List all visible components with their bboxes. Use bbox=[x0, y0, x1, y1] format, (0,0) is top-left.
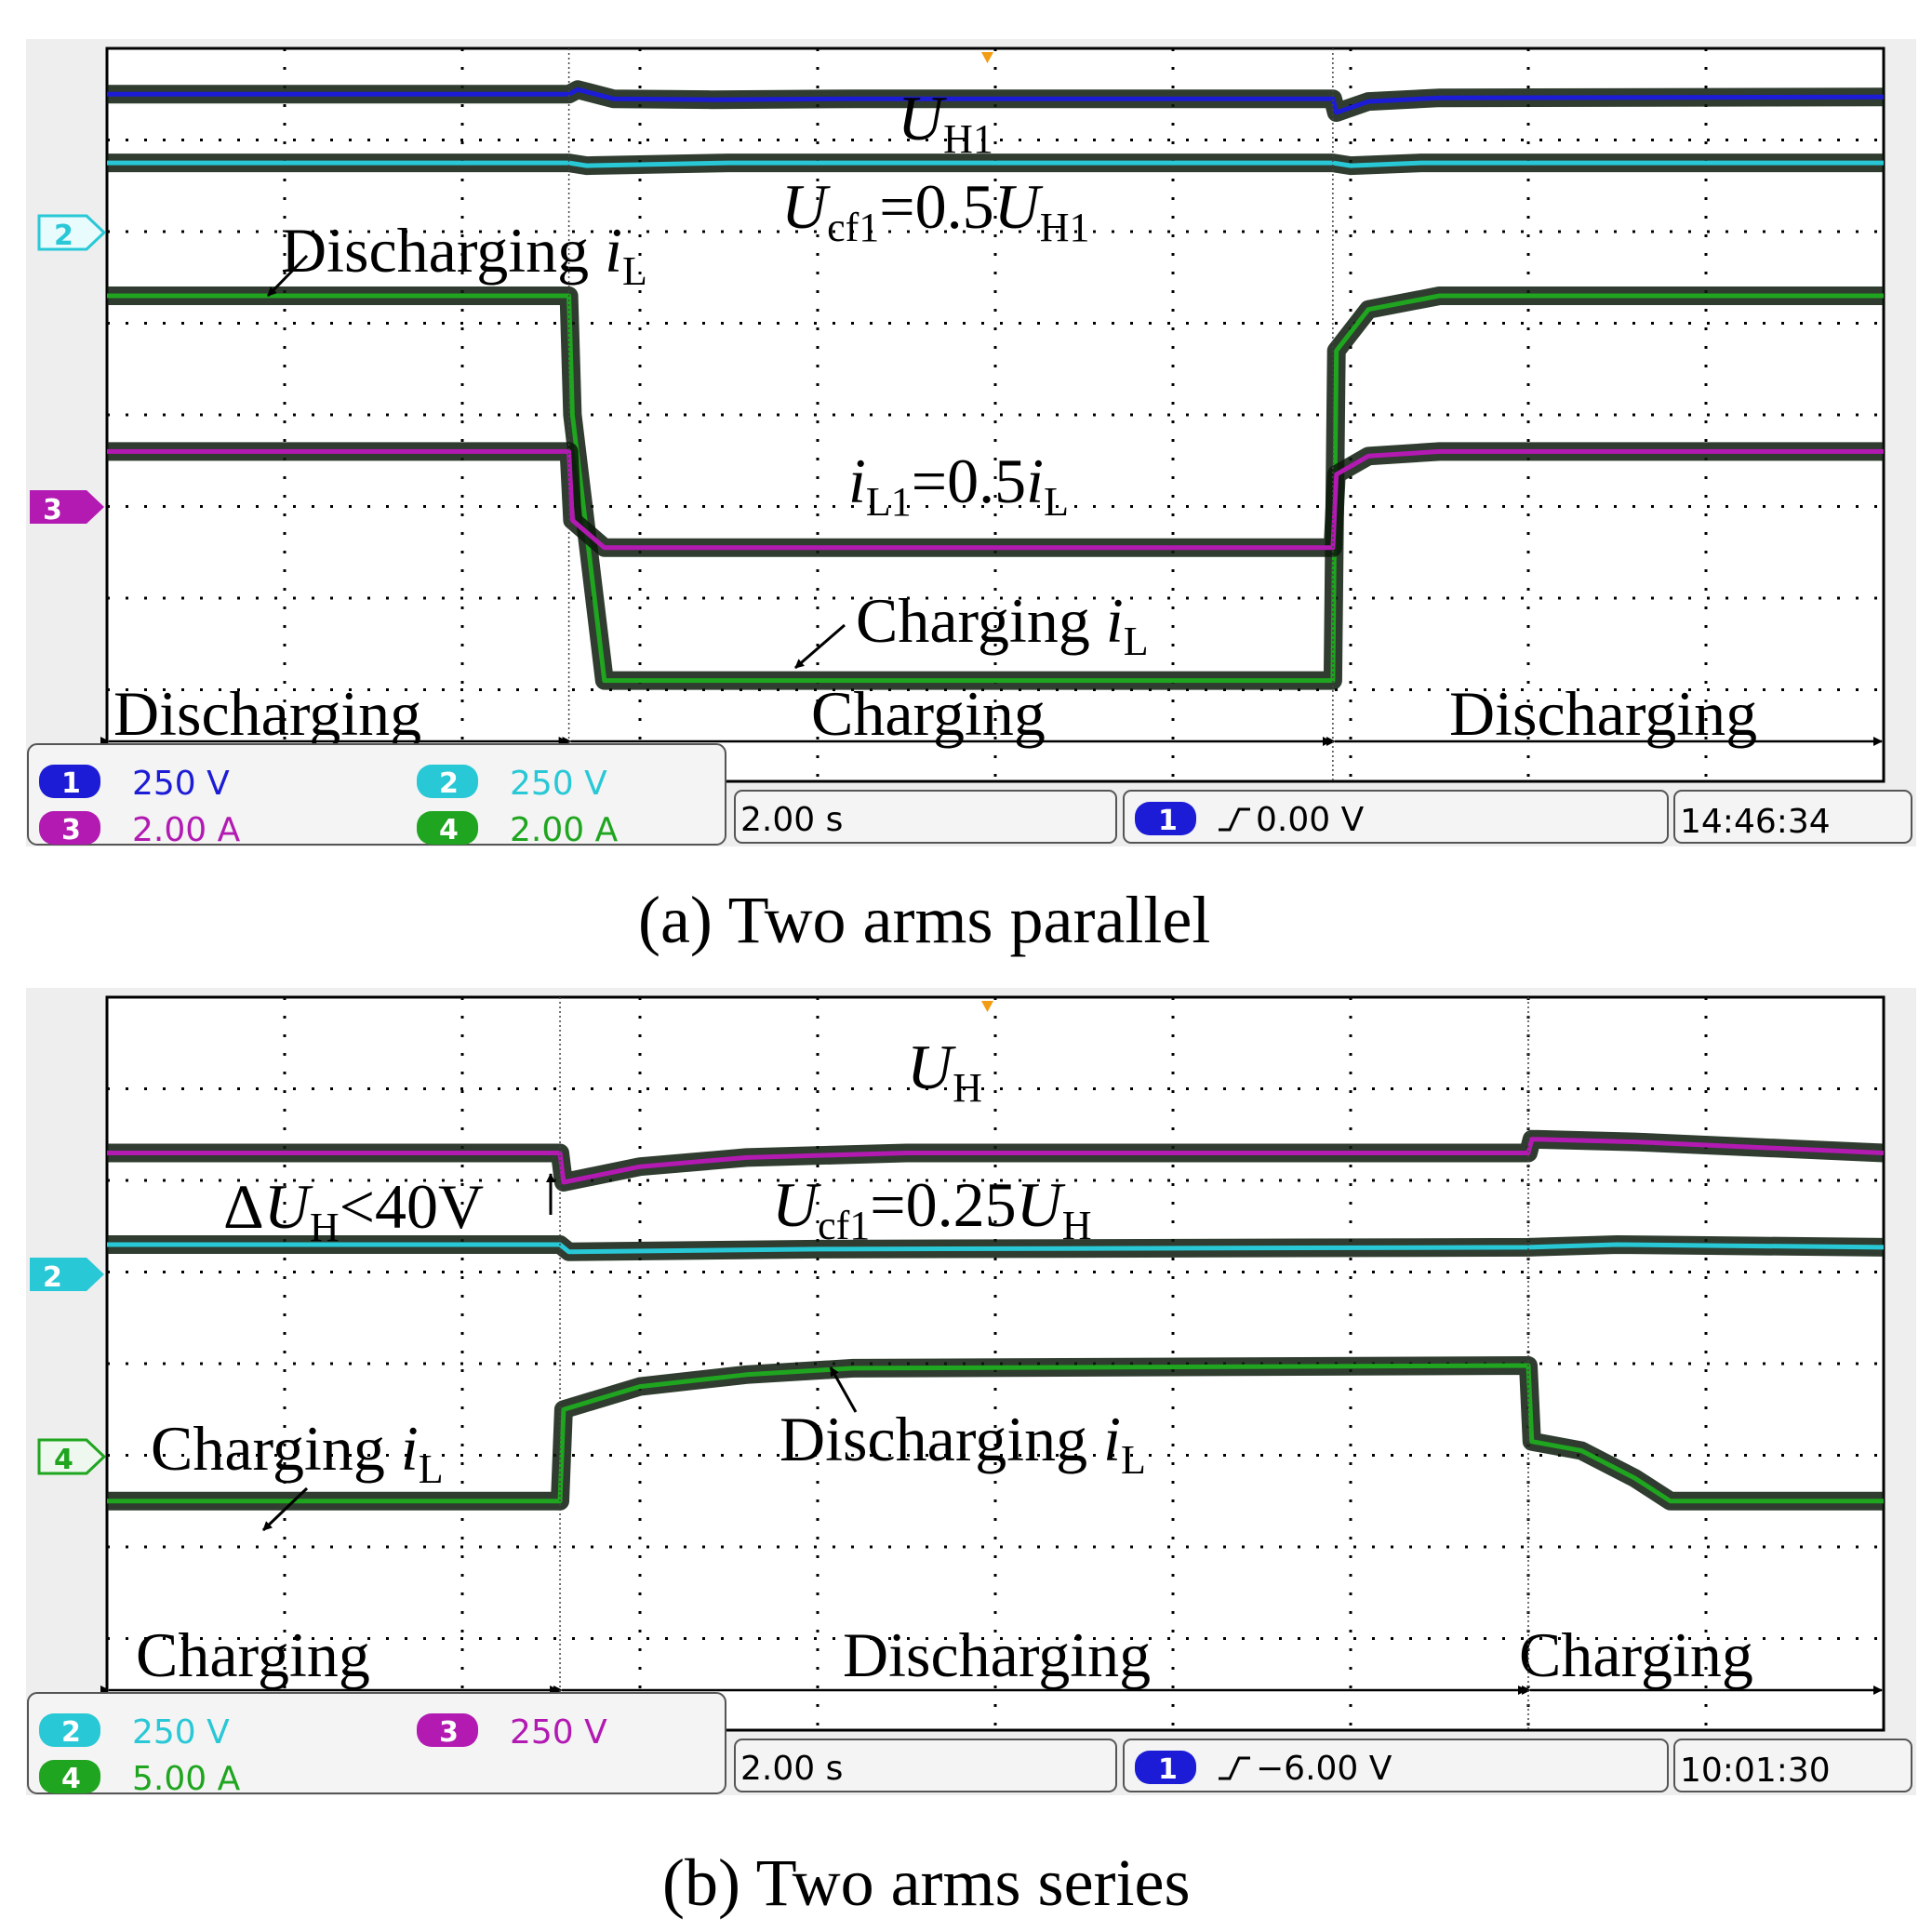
timebase-box bbox=[734, 790, 1117, 844]
phase-arrows bbox=[100, 997, 1883, 1730]
trigger-level: 0.00 V bbox=[1256, 801, 1365, 839]
phase-label: Discharging bbox=[1449, 678, 1757, 749]
annotation-discharging-il: Discharging iL bbox=[779, 1404, 1146, 1483]
channel-scale: 250 V bbox=[132, 765, 230, 803]
svg-text:2: 2 bbox=[54, 220, 73, 252]
channel-scale: 5.00 A bbox=[132, 1760, 241, 1798]
trace-u-h1 bbox=[107, 87, 1885, 115]
channel-chip-2 bbox=[417, 765, 478, 798]
clock-readout: 10:01:30 bbox=[1680, 1752, 1831, 1790]
trigger-edge-icon bbox=[1219, 807, 1250, 832]
ground-marker-ch3: 3 bbox=[30, 490, 104, 526]
panel-b: 2 4 UH ΔUH<40V Ucf1=0.25UH Charging iL D… bbox=[26, 988, 1916, 1920]
annotation-uh: UH bbox=[907, 1032, 982, 1111]
annotation-uh1: UH1 bbox=[898, 83, 993, 162]
trigger-box bbox=[1123, 1739, 1669, 1792]
timebase-readout: 2.00 s bbox=[740, 1750, 843, 1788]
annotation-ucf1: Ucf1=0.5UH1 bbox=[781, 171, 1090, 250]
panel-b-caption: (b) Two arms series bbox=[662, 1845, 1191, 1920]
trace-u-h bbox=[107, 1137, 1885, 1185]
channel-number: 3 bbox=[61, 814, 81, 846]
panel-a-traces bbox=[107, 80, 1885, 690]
clock-box bbox=[1673, 790, 1912, 844]
channel-chip-2 bbox=[39, 1713, 100, 1747]
annotation-arrow bbox=[794, 623, 846, 670]
phase-label: Discharging bbox=[113, 678, 421, 749]
panel-a: 2 3 Discharging iL Charging iL iL1=0.5iL… bbox=[26, 39, 1916, 957]
trigger-box bbox=[1123, 790, 1669, 844]
channel-scale: 250 V bbox=[510, 765, 607, 803]
trigger-channel: 1 bbox=[1158, 805, 1178, 837]
channel-chip-3 bbox=[39, 811, 100, 845]
clock-readout: 14:46:34 bbox=[1680, 803, 1831, 841]
panel-a-caption: (a) Two arms parallel bbox=[638, 883, 1210, 957]
trigger-channel: 1 bbox=[1158, 1753, 1178, 1786]
channel-scale: 250 V bbox=[510, 1713, 607, 1752]
phase-label: Charging bbox=[136, 1619, 370, 1690]
trigger-level: −6.00 V bbox=[1256, 1750, 1392, 1788]
trigger-channel-chip bbox=[1135, 1751, 1196, 1784]
channel-number: 2 bbox=[439, 767, 459, 800]
ground-marker-ch2: 2 bbox=[37, 214, 107, 252]
channel-number: 1 bbox=[61, 767, 81, 800]
channel-chip-3 bbox=[417, 1713, 478, 1747]
trigger-position-marker bbox=[981, 52, 993, 63]
trigger-position-marker bbox=[981, 1001, 993, 1012]
annotation-arrow bbox=[266, 254, 309, 298]
timebase-readout: 2.00 s bbox=[740, 801, 843, 839]
phase-label: Charging bbox=[1519, 1619, 1753, 1690]
trace-i-l1 bbox=[107, 448, 1884, 551]
clock-box bbox=[1673, 1739, 1912, 1792]
channel-number: 3 bbox=[439, 1716, 459, 1749]
channel-scale: 2.00 A bbox=[132, 811, 241, 849]
annotation-arrow bbox=[829, 1366, 858, 1413]
annotation-charging-il: Charging iL bbox=[856, 585, 1149, 664]
svg-text:4: 4 bbox=[54, 1444, 73, 1476]
channel-chip-4 bbox=[39, 1760, 100, 1793]
trace-i-l bbox=[107, 293, 1884, 684]
channel-settings: 1 250 V 2 250 V 3 2.00 A 4 2.00 A bbox=[39, 765, 619, 849]
phase-label: Charging bbox=[811, 678, 1046, 749]
status-bar-b: 2 250 V 3 250 V 4 5.00 A 2.00 s 1 −6.00 V 10:… bbox=[27, 1692, 1912, 1798]
channel-scale: 250 V bbox=[132, 1713, 230, 1752]
annotation-charging-il: Charging iL bbox=[151, 1413, 444, 1492]
channel-number: 4 bbox=[61, 1763, 81, 1795]
annotation-discharging-il: Discharging iL bbox=[281, 215, 647, 294]
trigger-edge-icon bbox=[1219, 1756, 1250, 1780]
channel-chip-1 bbox=[39, 765, 100, 798]
channel-number: 2 bbox=[61, 1716, 81, 1749]
channel-settings-box bbox=[27, 743, 726, 846]
channel-settings: 2 250 V 3 250 V 4 5.00 A bbox=[39, 1713, 607, 1798]
channel-scale: 2.00 A bbox=[510, 811, 619, 849]
trace-i-l bbox=[107, 1363, 1884, 1504]
phase-label: Discharging bbox=[843, 1619, 1151, 1690]
svg-text:2: 2 bbox=[43, 1261, 62, 1294]
annotation-ucf1: Ucf1=0.25UH bbox=[772, 1169, 1092, 1248]
annotation-delta-uh: ΔUH<40V bbox=[223, 1171, 484, 1250]
ground-marker-ch4: 4 bbox=[37, 1438, 107, 1476]
trace-u-cf1 bbox=[107, 160, 1884, 168]
channel-chip-4 bbox=[417, 811, 478, 845]
annotation-arrow bbox=[261, 1486, 309, 1532]
annotation-il1: iL1=0.5iL bbox=[848, 446, 1069, 525]
status-bar-a: 1 250 V 2 250 V 3 2.00 A 4 2.00 A 2.00 s 1 0.00… bbox=[27, 743, 1912, 849]
svg-text:3: 3 bbox=[43, 494, 62, 526]
ground-marker-ch2: 2 bbox=[30, 1258, 104, 1294]
channel-number: 4 bbox=[439, 814, 459, 846]
phase-arrows bbox=[100, 48, 1883, 781]
trigger-channel-chip bbox=[1135, 802, 1196, 835]
timebase-box bbox=[734, 1739, 1117, 1792]
channel-settings-box bbox=[27, 1692, 726, 1794]
